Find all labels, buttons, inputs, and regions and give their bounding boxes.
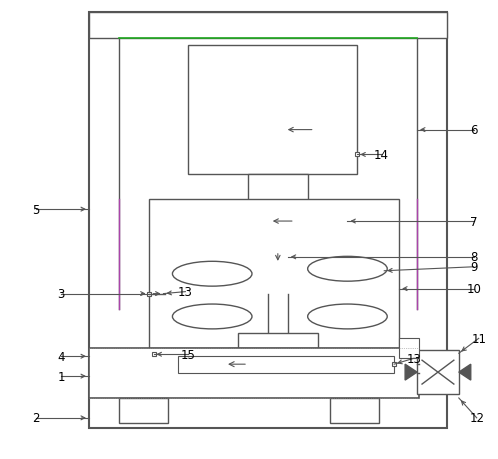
Bar <box>228 348 318 360</box>
Text: 6: 6 <box>470 124 478 137</box>
Text: 13: 13 <box>407 352 421 365</box>
Text: 5: 5 <box>32 203 40 216</box>
Text: 10: 10 <box>466 283 481 296</box>
Bar <box>89 13 447 428</box>
Text: 14: 14 <box>374 149 389 162</box>
Bar <box>417 351 459 394</box>
Bar <box>89 13 447 39</box>
Text: 2: 2 <box>32 411 40 425</box>
Bar <box>188 46 358 175</box>
Text: 4: 4 <box>57 350 65 363</box>
Bar <box>151 353 155 357</box>
Ellipse shape <box>172 304 252 329</box>
Text: 7: 7 <box>470 215 478 228</box>
Text: 11: 11 <box>471 332 486 345</box>
Bar <box>399 339 419 358</box>
Ellipse shape <box>308 257 387 281</box>
Bar <box>119 398 168 423</box>
Text: 9: 9 <box>470 261 478 274</box>
Bar <box>208 205 348 240</box>
Bar <box>330 398 379 423</box>
Bar <box>248 175 308 205</box>
Polygon shape <box>459 364 471 380</box>
Bar <box>146 292 150 296</box>
Bar <box>89 348 419 398</box>
Text: 8: 8 <box>470 251 478 264</box>
Ellipse shape <box>308 304 387 329</box>
Bar <box>392 363 396 366</box>
Bar <box>238 334 318 348</box>
Polygon shape <box>405 364 417 380</box>
Text: 12: 12 <box>469 411 484 425</box>
Bar <box>178 357 394 373</box>
Text: 15: 15 <box>181 348 196 361</box>
Bar <box>148 200 399 348</box>
Text: 3: 3 <box>57 287 65 301</box>
Bar <box>356 153 360 157</box>
Text: 13: 13 <box>178 285 193 298</box>
Ellipse shape <box>172 262 252 286</box>
Text: 1: 1 <box>57 370 65 383</box>
